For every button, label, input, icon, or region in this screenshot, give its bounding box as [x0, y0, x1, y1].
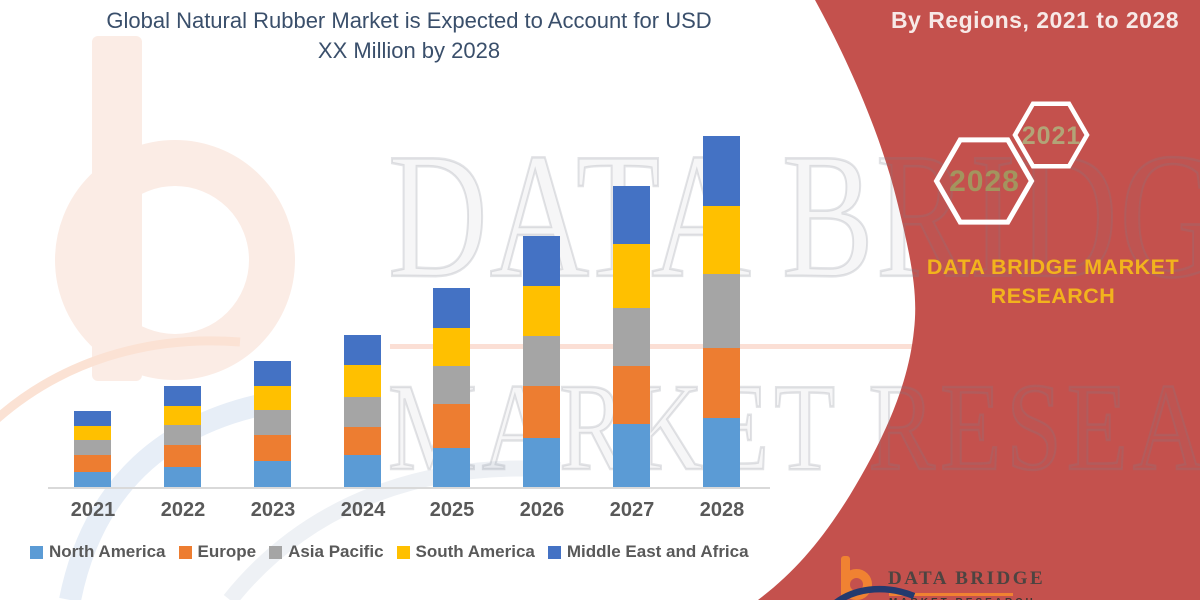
legend-item-middle-east-and-africa: Middle East and Africa	[547, 542, 749, 562]
bar-segment-asia-pacific-2027	[613, 308, 650, 366]
bar-segment-middle-east-and-africa-2021	[74, 411, 111, 426]
bar-segment-north-america-2022	[164, 467, 201, 487]
legend-label-south-america: South America	[415, 542, 535, 561]
x-axis-label-2024: 2024	[340, 499, 386, 521]
banner-heading: By Regions, 2021 to 2028	[890, 7, 1180, 33]
bar-segment-north-america-2024	[344, 455, 381, 487]
x-axis-label-2021: 2021	[70, 499, 116, 521]
bar-segment-europe-2022	[164, 445, 201, 467]
bar-segment-middle-east-and-africa-2027	[613, 186, 650, 244]
bar-2026	[523, 236, 560, 487]
footer-logo-rule	[889, 593, 1013, 596]
bar-segment-south-america-2024	[344, 365, 381, 397]
bar-segment-south-america-2022	[164, 406, 201, 425]
footer-logo-subtext: MARKET RESEARCH	[889, 597, 1036, 600]
bar-segment-north-america-2027	[613, 424, 650, 487]
bar-2028	[703, 136, 740, 487]
bar-segment-europe-2026	[523, 386, 560, 438]
footer-logo-swoosh	[834, 585, 916, 600]
bar-segment-europe-2024	[344, 427, 381, 455]
bar-2023	[254, 361, 291, 487]
bar-segment-south-america-2027	[613, 244, 650, 308]
bar-segment-europe-2021	[74, 455, 111, 472]
bar-segment-south-america-2028	[703, 206, 740, 274]
x-axis-label-2022: 2022	[160, 499, 206, 521]
bar-segment-europe-2025	[433, 404, 470, 448]
legend-item-south-america: South America	[396, 542, 535, 562]
bar-segment-north-america-2025	[433, 448, 470, 487]
bar-segment-asia-pacific-2021	[74, 440, 111, 455]
bar-segment-asia-pacific-2028	[703, 274, 740, 348]
bar-segment-europe-2027	[613, 366, 650, 424]
legend-swatch-south-america	[396, 545, 410, 559]
bar-2024	[344, 335, 381, 487]
watermark-orange-underline	[390, 344, 920, 349]
bar-2025	[433, 288, 470, 487]
hexagon-2028	[933, 137, 1035, 225]
legend-item-europe: Europe	[178, 542, 257, 562]
bar-segment-north-america-2026	[523, 438, 560, 487]
bar-2022	[164, 386, 201, 487]
bar-segment-north-america-2028	[703, 418, 740, 487]
bar-2027	[613, 186, 650, 487]
bar-segment-middle-east-and-africa-2028	[703, 136, 740, 206]
legend-swatch-europe	[178, 545, 192, 559]
legend-item-asia-pacific: Asia Pacific	[269, 542, 384, 562]
bar-segment-south-america-2025	[433, 328, 470, 366]
x-axis-labels: 2021 2022 2023 2024 2025 2026 2027 2028	[48, 499, 805, 523]
bar-segment-asia-pacific-2026	[523, 336, 560, 386]
bar-segment-europe-2028	[703, 348, 740, 418]
banner-brand-text: DATA BRIDGE MARKET RESEARCH	[926, 255, 1180, 308]
bar-segment-europe-2023	[254, 435, 291, 461]
x-axis-label-2026: 2026	[519, 499, 565, 521]
bar-2021	[74, 411, 111, 487]
legend-label-middle-east-and-africa: Middle East and Africa	[566, 542, 749, 561]
legend-swatch-middle-east-and-africa	[547, 545, 561, 559]
bar-segment-asia-pacific-2024	[344, 397, 381, 427]
bar-segment-middle-east-and-africa-2025	[433, 288, 470, 328]
hexagon-2028-label: 2028	[949, 165, 1020, 198]
x-axis-line	[48, 487, 770, 489]
x-axis-label-2028: 2028	[699, 499, 745, 521]
chart-title: Global Natural Rubber Market is Expected…	[106, 8, 712, 63]
bar-segment-middle-east-and-africa-2023	[254, 361, 291, 386]
red-banner-path	[758, 0, 1200, 600]
chart-legend: North America Europe Asia Pacific South Ame…	[30, 542, 790, 562]
legend-label-north-america: North America	[49, 542, 166, 561]
x-axis-label-2023: 2023	[250, 499, 296, 521]
bar-segment-south-america-2023	[254, 386, 291, 410]
x-axis-label-2025: 2025	[429, 499, 475, 521]
bar-segment-middle-east-and-africa-2022	[164, 386, 201, 406]
plot-area	[48, 128, 805, 487]
bar-segment-middle-east-and-africa-2024	[344, 335, 381, 365]
bar-segment-asia-pacific-2023	[254, 410, 291, 435]
bar-segment-north-america-2023	[254, 461, 291, 487]
legend-swatch-asia-pacific	[269, 545, 283, 559]
legend-label-asia-pacific: Asia Pacific	[288, 542, 384, 561]
legend-label-europe: Europe	[197, 542, 257, 561]
bar-segment-south-america-2026	[523, 286, 560, 336]
legend-swatch-north-america	[30, 545, 43, 559]
legend-item-north-america: North America	[30, 542, 166, 562]
bar-segment-asia-pacific-2022	[164, 425, 201, 445]
hexagon-2021-label: 2021	[1021, 122, 1082, 150]
footer-logo-name: DATA BRIDGE	[888, 568, 1046, 589]
bar-segment-north-america-2021	[74, 472, 111, 487]
bar-segment-asia-pacific-2025	[433, 366, 470, 404]
bar-segment-south-america-2021	[74, 426, 111, 440]
bar-segment-middle-east-and-africa-2026	[523, 236, 560, 286]
hexagon-2021	[1012, 101, 1090, 169]
x-axis-label-2027: 2027	[609, 499, 655, 521]
